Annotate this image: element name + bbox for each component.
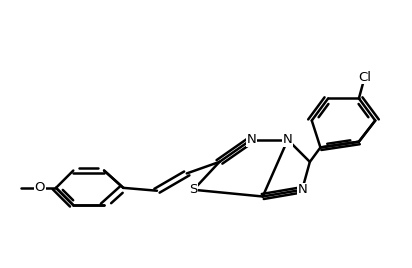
Text: N: N — [297, 183, 307, 196]
Text: N: N — [283, 133, 293, 146]
Text: S: S — [189, 183, 198, 196]
Text: N: N — [246, 133, 256, 146]
Text: Cl: Cl — [358, 71, 371, 84]
Text: O: O — [35, 181, 45, 194]
